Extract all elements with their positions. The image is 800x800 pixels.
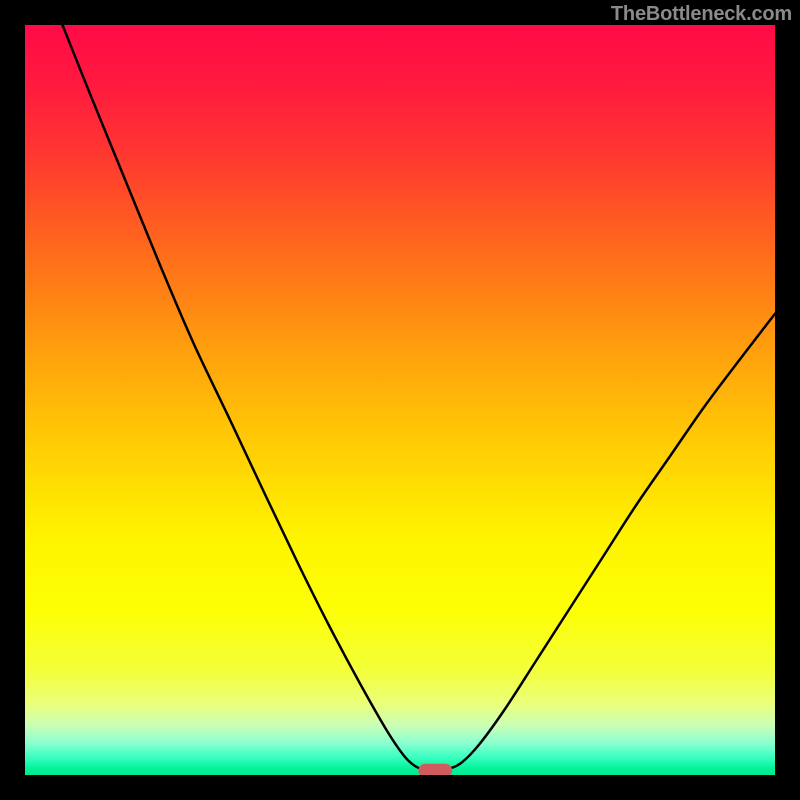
watermark-text: TheBottleneck.com [611,3,792,26]
minimum-marker [418,764,452,775]
chart-frame: TheBottleneck.com [0,0,800,800]
plot-svg [25,25,775,775]
gradient-background [25,25,775,775]
plot-area [25,25,775,775]
